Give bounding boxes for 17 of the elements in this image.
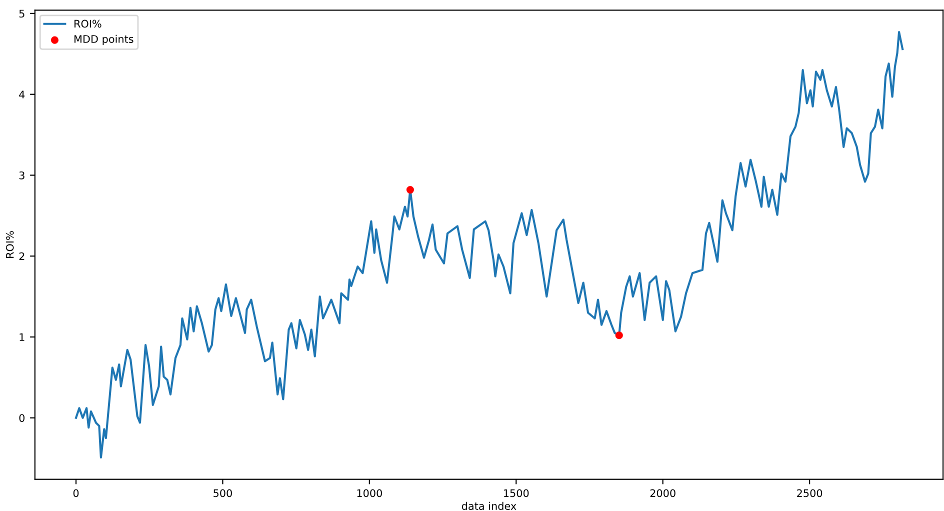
x-tick-label: 1500	[504, 489, 529, 498]
y-axis-title: ROI%	[6, 231, 14, 258]
y-tick-label: 2	[19, 252, 24, 260]
x-tick-label: 2000	[650, 489, 676, 498]
x-tick-label: 2500	[797, 489, 822, 498]
y-tick-label: 4	[19, 90, 25, 98]
y-tick-label: 3	[19, 171, 24, 180]
x-axis-title: data index	[462, 502, 516, 510]
line-series	[74, 31, 904, 459]
y-tick-label: 1	[20, 333, 24, 341]
x-tick-label: 1000	[357, 489, 382, 498]
legend-label: ROI%	[74, 20, 102, 28]
legend-label: MDD points	[74, 34, 134, 45]
y-tick-label: 5	[19, 10, 24, 18]
x-tick-label: 500	[214, 489, 232, 498]
x-tick-label: 0	[73, 489, 79, 498]
y-tick-label: 0	[19, 414, 25, 422]
